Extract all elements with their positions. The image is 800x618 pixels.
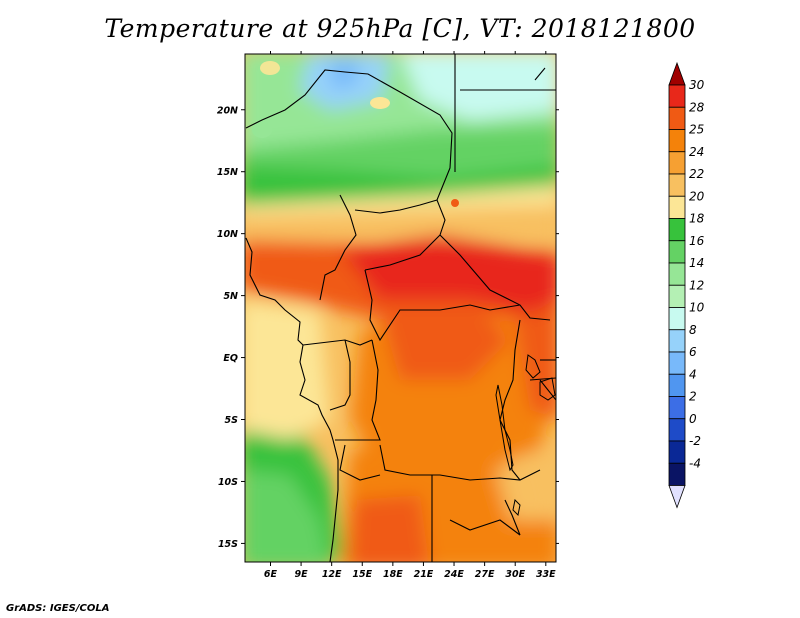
colorbar-box — [668, 240, 686, 264]
colorbar-label: 24 — [689, 145, 704, 159]
colorbar-box — [668, 418, 686, 442]
lat-tick-label: 5S — [225, 415, 239, 426]
colorbar-box — [668, 307, 686, 331]
colorbar-label: 0 — [689, 412, 697, 426]
colorbar-box — [668, 151, 686, 175]
colorbar-box — [668, 462, 686, 486]
lon-tick-label: 30E — [505, 569, 525, 580]
colorbar-label: -4 — [689, 456, 701, 470]
colorbar-label: 12 — [689, 278, 704, 292]
lat-tick-label: 15N — [217, 167, 238, 178]
colorbar-label: 2 — [689, 390, 697, 404]
latitude-axis: 20N 15N 10N 5N EQ 5S 10S 15S — [217, 105, 559, 550]
colorbar-label: 22 — [689, 167, 704, 181]
colorbar-box — [668, 173, 686, 197]
colorbar-label: 18 — [689, 212, 705, 226]
map-frame — [244, 53, 557, 563]
grads-credit: GrADS: IGES/COLA — [6, 603, 110, 614]
country-borders — [245, 54, 556, 562]
colorbar-label: 14 — [689, 256, 704, 270]
colorbar-label: 20 — [689, 189, 705, 203]
lon-tick-label: 15E — [352, 569, 372, 580]
lat-tick-label: 20N — [217, 105, 238, 116]
colorbar-box — [668, 262, 686, 286]
colorbar-top-arrow — [668, 61, 686, 86]
colorbar-label: 8 — [689, 323, 697, 337]
colorbar-label: 16 — [689, 234, 705, 248]
lat-tick-label: EQ — [223, 353, 238, 364]
colorbar-box — [668, 329, 686, 353]
lakes — [495, 354, 556, 517]
colorbar-label: 10 — [689, 301, 705, 315]
colorbar-label: 28 — [689, 100, 705, 114]
lon-tick-label: 27E — [475, 569, 495, 580]
colorbar-label: 30 — [689, 78, 705, 92]
lon-tick-label: 21E — [414, 569, 434, 580]
lon-tick-label: 9E — [295, 569, 309, 580]
colorbar-bottom-arrow — [668, 485, 686, 509]
lon-tick-label: 12E — [322, 569, 342, 580]
lat-tick-label: 10N — [217, 229, 238, 240]
colorbar-box — [668, 440, 686, 464]
colorbar-box — [668, 84, 686, 108]
colorbar-box — [668, 218, 686, 242]
lat-tick-label: 10S — [218, 477, 238, 488]
colorbar-box — [668, 373, 686, 397]
colorbar-box — [668, 396, 686, 420]
lat-tick-label: 5N — [223, 291, 238, 302]
colorbar-box — [668, 129, 686, 153]
lon-tick-label: 6E — [264, 569, 278, 580]
colorbar-box — [668, 106, 686, 130]
colorbar-label: -2 — [689, 434, 701, 448]
colorbar-box — [668, 195, 686, 219]
map-title: Temperature at 925hPa [C], VT: 201812180… — [104, 14, 696, 43]
lon-tick-label: 18E — [383, 569, 403, 580]
colorbar-label: 25 — [689, 123, 704, 137]
colorbar-label: 4 — [689, 367, 697, 381]
lat-tick-label: 15S — [218, 539, 238, 550]
lon-tick-label: 24E — [444, 569, 464, 580]
lon-tick-label: 33E — [536, 569, 556, 580]
colorbar-label: 6 — [689, 345, 697, 359]
colorbar-box — [668, 351, 686, 375]
longitude-axis: 6E 9E 12E 15E 18E 21E 24E 27E 30E 33E — [264, 51, 556, 580]
colorbar-box — [668, 284, 686, 308]
